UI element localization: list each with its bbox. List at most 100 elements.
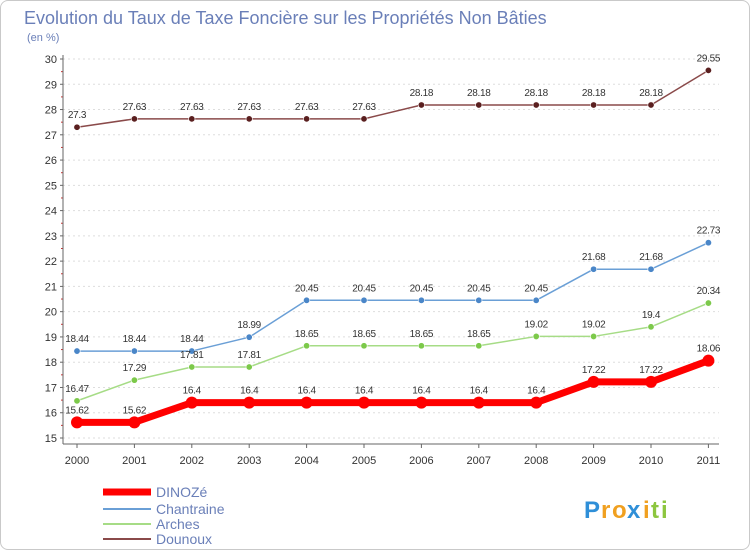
legend-label-chantraine: Chantraine	[156, 501, 225, 517]
point-dinoz--2010	[645, 375, 657, 388]
point-arches-2008	[532, 332, 540, 340]
logo-letter-p: P	[584, 497, 600, 524]
point-dounoux-2007	[475, 101, 483, 109]
data-label-dounoux-2009: 28.18	[582, 88, 606, 99]
data-label-dinoz--2007: 16.4	[470, 386, 489, 397]
data-label-dounoux-2008: 28.18	[524, 88, 548, 99]
data-label-dinoz--2002: 16.4	[183, 386, 202, 397]
series-line-dinoz-	[77, 357, 710, 426]
ytick-label-23: 23	[45, 231, 57, 243]
point-chantraine-2003	[245, 333, 253, 341]
point-dinoz--2003	[243, 396, 256, 409]
data-label-dounoux-2010: 28.18	[639, 88, 663, 99]
xtick-label-2008: 2008	[524, 455, 548, 467]
point-arches-2001	[130, 376, 138, 384]
data-label-arches-2005: 18.65	[352, 329, 376, 340]
data-label-arches-2002: 17.81	[180, 350, 204, 361]
point-dounoux-2005	[360, 115, 368, 123]
data-label-dounoux-2002: 27.63	[180, 102, 204, 113]
series-line-chantraine	[77, 242, 709, 352]
data-label-dinoz--2000: 15.62	[65, 405, 89, 416]
point-arches-2006	[417, 342, 425, 350]
point-chantraine-2007	[475, 296, 483, 304]
point-dinoz--2008	[530, 396, 543, 409]
point-dinoz--2009	[587, 375, 600, 388]
ytick-label-29: 29	[45, 79, 57, 91]
logo-letter-x: x	[627, 497, 641, 524]
point-dounoux-2003	[245, 115, 253, 123]
logo-letter-i: i	[661, 497, 668, 524]
point-dounoux-2008	[532, 101, 540, 109]
data-label-dinoz--2004: 16.4	[297, 386, 316, 397]
data-label-arches-2006: 18.65	[410, 329, 434, 340]
series-line-dounoux	[76, 69, 709, 128]
point-chantraine-2008	[532, 296, 540, 304]
ytick-label-21: 21	[45, 281, 57, 293]
data-label-arches-2004: 18.65	[295, 329, 319, 340]
ytick-label-25: 25	[45, 180, 57, 192]
xtick-label-2005: 2005	[352, 455, 376, 467]
ytick-label-22: 22	[45, 256, 57, 268]
point-arches-2007	[475, 342, 483, 350]
point-arches-2003	[245, 363, 253, 371]
point-chantraine-2000	[73, 347, 81, 355]
data-label-chantraine-2000: 18.44	[65, 334, 89, 345]
point-dinoz--2006	[415, 396, 428, 409]
data-label-dinoz--2003: 16.4	[240, 386, 259, 397]
data-label-dounoux-2011: 29.55	[697, 53, 721, 64]
data-label-dounoux-2005: 27.63	[352, 102, 376, 113]
point-dounoux-2000	[73, 123, 81, 131]
legend-label-arches: Arches	[156, 516, 200, 532]
data-label-dounoux-2006: 28.18	[410, 88, 434, 99]
point-dounoux-2006	[417, 101, 425, 109]
point-chantraine-2009	[590, 265, 598, 273]
point-arches-2009	[590, 332, 598, 340]
point-arches-2011	[704, 299, 712, 307]
data-label-chantraine-2005: 20.45	[352, 283, 376, 294]
data-labels: 27.3 27.63 27.63 27.63 27.63 27.63 28.18 28.18 2…	[65, 53, 721, 416]
series-lines	[71, 66, 715, 429]
logo-letter-i: i	[643, 497, 650, 524]
logo-letter-r: r	[601, 497, 610, 524]
ytick-label-17: 17	[45, 382, 57, 394]
data-label-dinoz--2011: 18.06	[697, 344, 721, 355]
point-arches-2005	[360, 342, 368, 350]
data-label-dounoux-2001: 27.63	[123, 102, 147, 113]
series-line-arches	[76, 302, 709, 402]
data-label-dounoux-2000: 27.3	[68, 110, 87, 121]
point-dinoz--2004	[300, 396, 313, 409]
data-label-arches-2003: 17.81	[237, 350, 261, 361]
ytick-label-20: 20	[45, 307, 57, 319]
ytick-label-16: 16	[45, 408, 57, 420]
data-label-dinoz--2001: 15.62	[123, 405, 147, 416]
data-label-dinoz--2008: 16.4	[527, 386, 546, 397]
axes: 15 16 17 18 19 20 21 22 23 24 25 26 27 28 29 30 2000 2001…	[45, 54, 720, 467]
xtick-label-2010: 2010	[639, 455, 663, 467]
point-dinoz--2002	[185, 396, 198, 409]
ytick-label-19: 19	[45, 332, 57, 344]
point-dinoz--2001	[128, 416, 141, 429]
point-dinoz--2011	[702, 354, 715, 367]
ytick-label-15: 15	[45, 433, 57, 445]
xtick-label-2001: 2001	[122, 455, 146, 467]
xtick-label-2002: 2002	[180, 455, 204, 467]
xtick-label-2007: 2007	[467, 455, 491, 467]
ytick-label-18: 18	[45, 357, 57, 369]
data-label-arches-2011: 20.34	[697, 286, 721, 297]
data-label-arches-2010: 19.4	[642, 310, 661, 321]
point-dounoux-2004	[303, 115, 311, 123]
grid-lines	[63, 58, 719, 439]
data-label-chantraine-2006: 20.45	[410, 283, 434, 294]
data-label-chantraine-2011: 22.73	[697, 226, 721, 237]
ytick-label-24: 24	[45, 206, 57, 218]
point-dinoz--2007	[472, 396, 485, 409]
data-label-arches-2008: 19.02	[524, 319, 548, 330]
data-label-arches-2007: 18.65	[467, 329, 491, 340]
logo-letter-t: t	[651, 497, 659, 524]
point-dounoux-2009	[590, 101, 598, 109]
point-dinoz--2000	[71, 416, 83, 429]
data-label-chantraine-2010: 21.68	[639, 252, 663, 263]
